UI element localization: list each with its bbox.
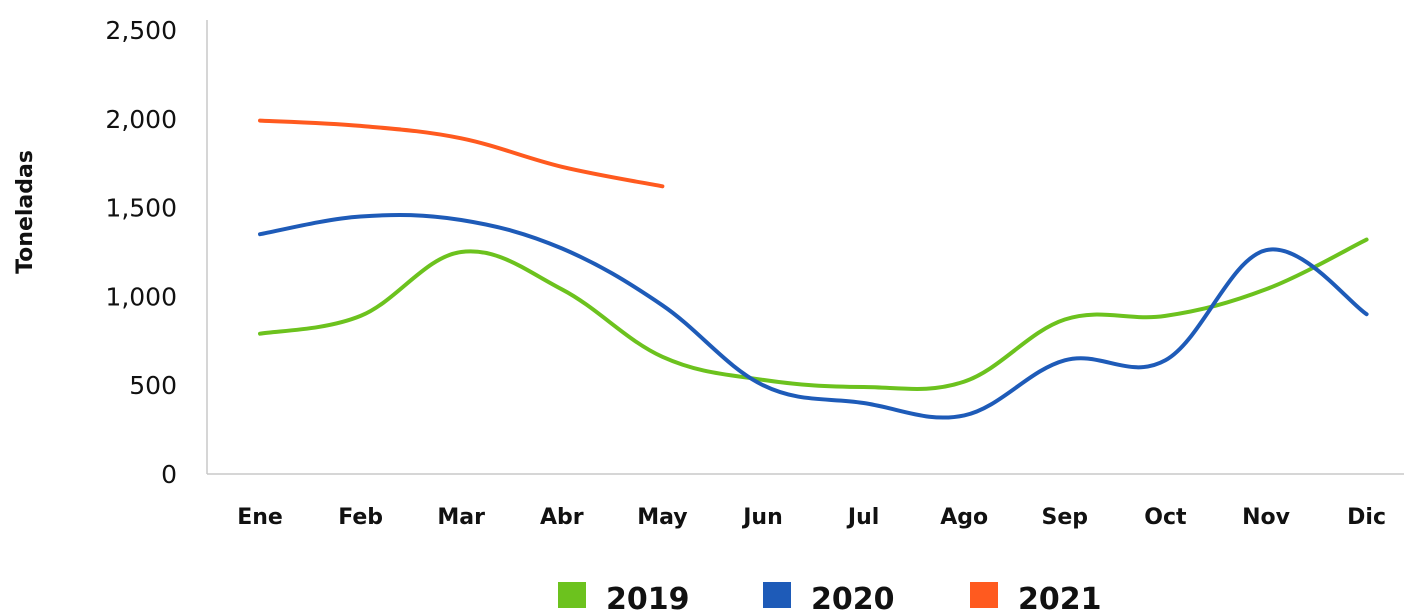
x-tick-label: Mar [437,505,485,530]
axes-layer [206,20,1404,475]
y-tick-labels: 0 500 1,000 1,500 2,000 2,500 [105,16,177,489]
legend-swatch [763,582,791,608]
x-tick-label: Jul [846,505,879,530]
y-tick-label: 0 [161,460,177,489]
y-axis-title: Toneladas [13,150,38,274]
series-line-2019 [258,237,1369,391]
legend-label: 2021 [1018,582,1102,613]
x-tick-label: Oct [1144,505,1187,530]
y-tick-label: 1,000 [105,282,177,311]
x-tick-label: Ago [940,505,988,530]
x-tick-label: Dic [1347,505,1386,530]
x-tick-label: Nov [1242,505,1291,530]
x-tick-label: Feb [338,505,383,530]
legend-item-2021: 2021 [970,582,1102,613]
legend-item-2020: 2020 [763,582,895,613]
series-line-2021 [258,118,665,189]
x-tick-label: Abr [540,505,584,530]
y-tick-label: 500 [129,371,177,400]
x-tick-label: Jun [741,505,783,530]
series-layer [258,118,1369,420]
x-tick-label: May [637,505,687,530]
legend-swatch [970,582,998,608]
legend-swatch [558,582,586,608]
legend: 2019 2020 2021 [558,582,1102,613]
legend-label: 2020 [811,582,895,613]
legend-item-2019: 2019 [558,582,690,613]
y-tick-label: 1,500 [105,194,177,223]
legend-label: 2019 [606,582,690,613]
x-tick-label: Ene [237,505,283,530]
series-line-2020 [258,212,1369,420]
y-tick-label: 2,500 [105,16,177,45]
x-tick-labels: Ene Feb Mar Abr May Jun Jul Ago Sep Oct Nov Dic [237,505,1386,530]
y-tick-label: 2,000 [105,105,177,134]
x-tick-label: Sep [1042,505,1089,530]
